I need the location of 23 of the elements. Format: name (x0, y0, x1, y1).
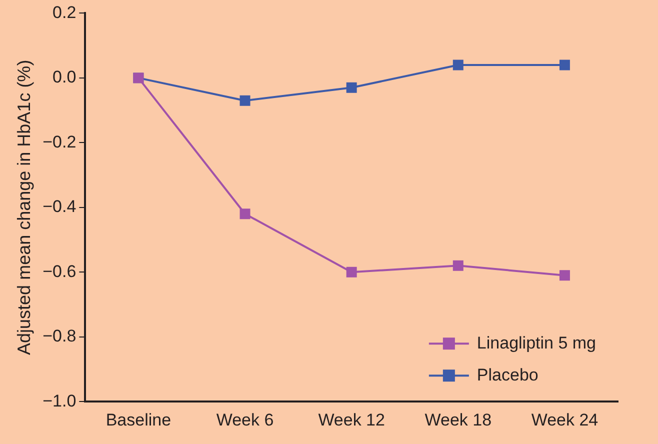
y-tick-label: −0.2 (42, 132, 76, 152)
y-tick-label: 0.2 (52, 2, 76, 22)
y-tick-label: −0.4 (42, 197, 76, 216)
point (240, 208, 250, 220)
point (452, 260, 464, 271)
y-tick-label: −1.0 (42, 391, 76, 410)
point (240, 95, 250, 106)
point (346, 266, 357, 278)
point (559, 270, 570, 281)
point (452, 60, 464, 70)
x-tick-label: Baseline (106, 410, 172, 430)
legend-label: Placebo (476, 365, 538, 384)
point (559, 60, 570, 70)
x-tick-label: Week 12 (318, 410, 385, 430)
y-tick-label: −0.8 (42, 326, 76, 346)
y-tick-label: 0.0 (52, 68, 76, 87)
y-tick-label: −0.6 (42, 262, 76, 281)
x-tick-label: Week 18 (424, 410, 492, 430)
point (346, 82, 357, 93)
x-tick-label: Week 6 (216, 410, 274, 430)
legend-label: Linagliptin 5 mg (476, 333, 596, 352)
x-tick-label: Week 24 (531, 410, 598, 430)
y-axis-title: Adjusted mean change in HbA1c (%) (14, 60, 34, 355)
